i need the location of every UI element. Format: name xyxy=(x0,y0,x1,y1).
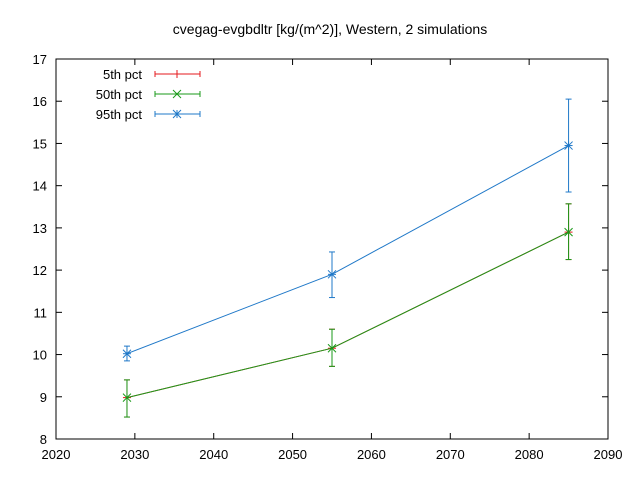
x-tick-label: 2060 xyxy=(357,447,386,462)
legend-marker xyxy=(172,89,182,99)
marker-stroke xyxy=(122,393,132,402)
series-1 xyxy=(122,203,573,418)
series-3 xyxy=(122,98,573,362)
series-line xyxy=(126,231,569,399)
data-point xyxy=(564,141,573,150)
y-tick-label: 8 xyxy=(40,432,47,447)
plot-frame xyxy=(55,58,609,440)
marker-stroke xyxy=(564,227,573,237)
series-line xyxy=(126,145,569,355)
marker-stroke xyxy=(122,349,132,359)
y-tick-label: 16 xyxy=(33,94,47,109)
x-tick-label: 2080 xyxy=(515,447,544,462)
marker-stroke xyxy=(172,109,182,119)
legend-label: 50th pct xyxy=(96,87,143,102)
data-point xyxy=(327,269,337,279)
legend-marker xyxy=(173,70,181,78)
x-tick-label: 2040 xyxy=(199,447,228,462)
legend-marker xyxy=(172,109,182,119)
y-tick-label: 15 xyxy=(33,136,47,151)
marker-stroke xyxy=(327,269,337,279)
x-tick-label: 2070 xyxy=(436,447,465,462)
data-point xyxy=(564,227,573,237)
legend: 5th pct 50th pct 95th pct xyxy=(96,67,201,122)
legend-entry-2: 50th pct xyxy=(96,87,201,102)
axes: 2020 2030 2040 2050 2060 2070 2080 2090 8 9 10 11 12… xyxy=(33,52,623,462)
marker-stroke xyxy=(327,343,337,353)
marker-stroke xyxy=(172,89,182,99)
x-tick-label: 2020 xyxy=(42,447,71,462)
series-line xyxy=(126,231,569,399)
data-point xyxy=(327,343,337,353)
x-tick-label: 2050 xyxy=(278,447,307,462)
y-tick-label: 12 xyxy=(33,263,47,278)
x-tick-label: 2030 xyxy=(120,447,149,462)
marker-stroke xyxy=(564,141,573,150)
chart-title: cvegag-evgbdltr [kg/(m^2)], Western, 2 s… xyxy=(173,21,487,37)
legend-entry-1: 5th pct xyxy=(103,67,201,82)
legend-label: 95th pct xyxy=(96,107,143,122)
y-tick-label: 10 xyxy=(33,348,47,363)
x-tick-label: 2090 xyxy=(594,447,623,462)
y-tick-label: 17 xyxy=(33,52,47,67)
series-2 xyxy=(122,203,573,418)
data-point xyxy=(122,393,132,402)
data-point xyxy=(122,349,132,359)
y-tick-label: 9 xyxy=(40,390,47,405)
legend-entry-3: 95th pct xyxy=(96,107,201,122)
y-tick-label: 13 xyxy=(33,221,47,236)
y-tick-label: 11 xyxy=(34,305,48,320)
legend-label: 5th pct xyxy=(103,67,142,82)
y-tick-label: 14 xyxy=(33,179,47,194)
series-layer xyxy=(122,98,573,418)
